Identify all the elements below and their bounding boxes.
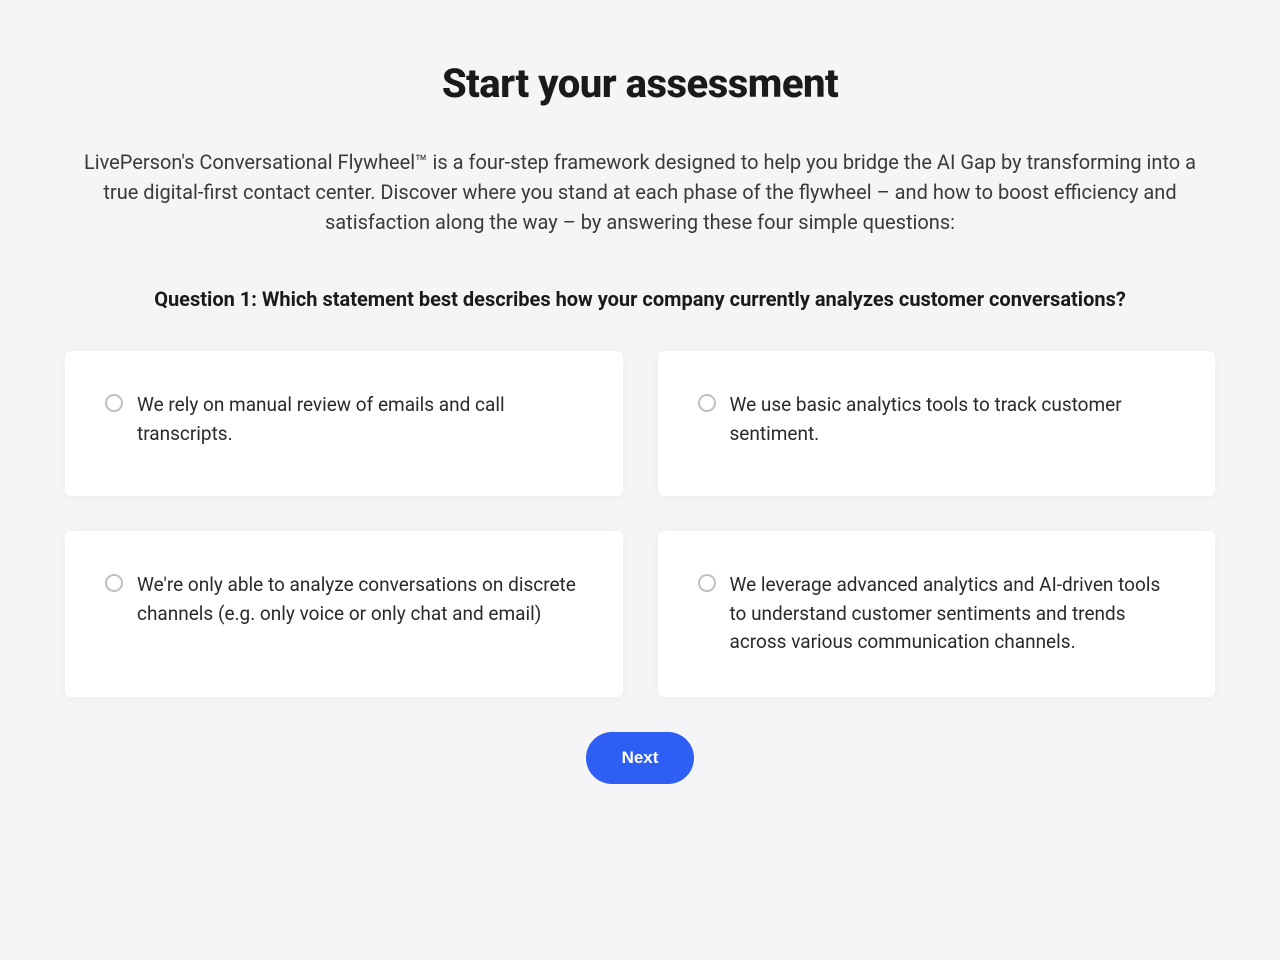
page-title: Start your assessment bbox=[65, 60, 1215, 107]
option-card-2[interactable]: We use basic analytics tools to track cu… bbox=[658, 351, 1216, 496]
option-text-2: We use basic analytics tools to track cu… bbox=[730, 391, 1176, 448]
assessment-container: Start your assessment LivePerson's Conve… bbox=[65, 60, 1215, 784]
radio-icon bbox=[698, 574, 716, 592]
next-button[interactable]: Next bbox=[586, 732, 695, 784]
option-card-3[interactable]: We're only able to analyze conversations… bbox=[65, 531, 623, 697]
assessment-description: LivePerson's Conversational Flywheel™ is… bbox=[65, 147, 1215, 237]
option-card-4[interactable]: We leverage advanced analytics and AI-dr… bbox=[658, 531, 1216, 697]
radio-icon bbox=[698, 394, 716, 412]
options-grid: We rely on manual review of emails and c… bbox=[65, 351, 1215, 697]
radio-icon bbox=[105, 394, 123, 412]
option-text-1: We rely on manual review of emails and c… bbox=[137, 391, 583, 448]
button-wrapper: Next bbox=[65, 732, 1215, 784]
option-card-1[interactable]: We rely on manual review of emails and c… bbox=[65, 351, 623, 496]
radio-icon bbox=[105, 574, 123, 592]
option-text-4: We leverage advanced analytics and AI-dr… bbox=[730, 571, 1176, 657]
option-text-3: We're only able to analyze conversations… bbox=[137, 571, 583, 628]
question-text: Question 1: Which statement best describ… bbox=[65, 287, 1215, 311]
